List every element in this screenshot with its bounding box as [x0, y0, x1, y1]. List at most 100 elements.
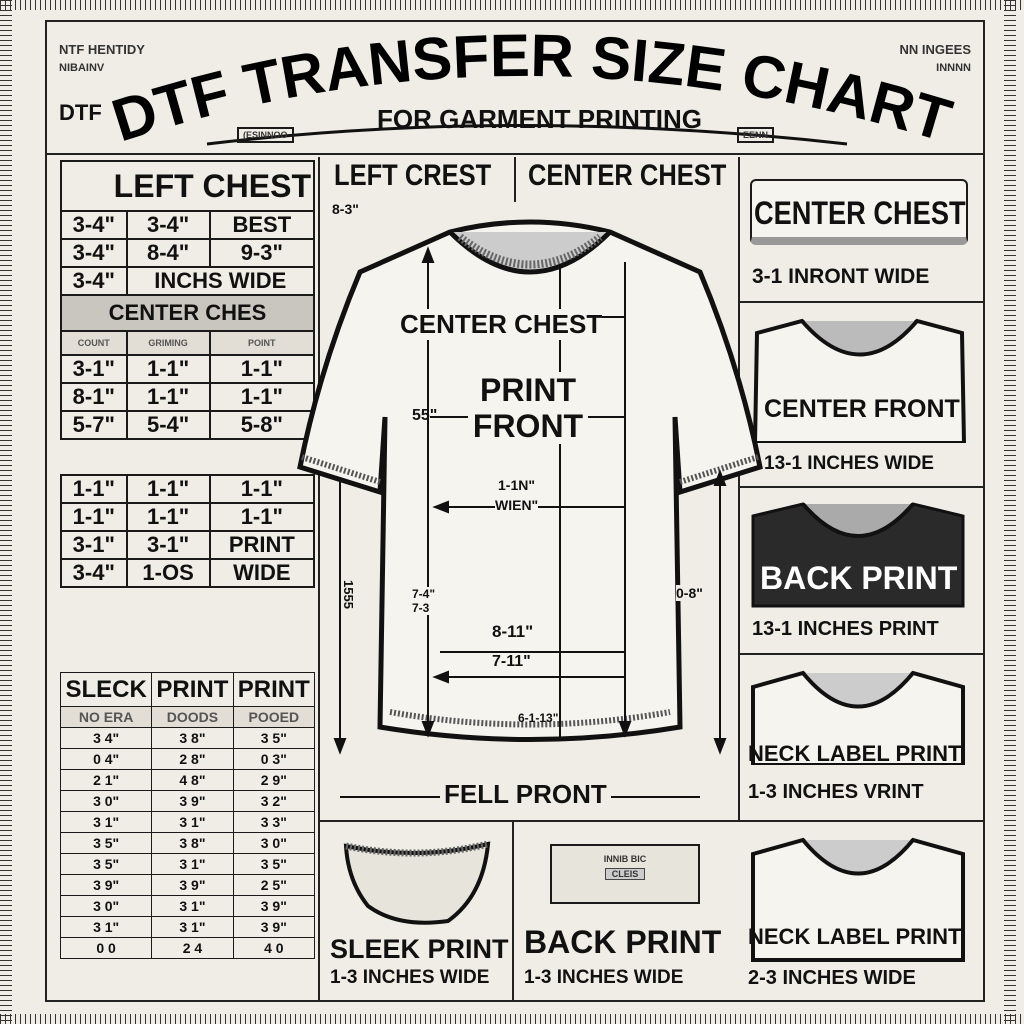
table-cell: 3-1" [60, 530, 128, 560]
table-cell: 3 0" [59, 790, 153, 812]
column-header: SLECK [59, 672, 153, 707]
table-cell: 4 0 [232, 937, 316, 959]
label-center-chest: CENTER CHEST [528, 159, 727, 192]
header-tag-left: (ESINNOO [237, 127, 294, 143]
table-cell: 3 9" [232, 916, 316, 938]
table-cell: 5-4" [125, 410, 211, 440]
right-item-center-chest: CENTER CHEST 3-1 INRONT WIDE [740, 157, 985, 303]
table-cell: 3 5" [232, 853, 316, 875]
table-cell: 3 3" [232, 811, 316, 833]
neck-label-2-title: NECK LABEL PRINT [748, 924, 962, 949]
table-cell: 1-1" [208, 502, 316, 532]
shirt-center-chest-label: CENTER CHEST [400, 309, 603, 340]
table-cell: BEST [208, 210, 316, 240]
table-cell: 3-4" [60, 238, 128, 268]
sub-header: NO ERA [59, 706, 153, 728]
print-front-label: PRINT FRONT [468, 372, 588, 444]
sleeve-icon [343, 840, 491, 925]
table-cell: 3 5" [59, 832, 153, 854]
center-chest-badge [750, 179, 968, 245]
sub-header: POOED [232, 706, 316, 728]
dim-wide-2: WIEN" [495, 497, 539, 513]
shirt-neck-icon [751, 837, 965, 962]
table-cell: 9-3" [208, 238, 316, 268]
table-cell: 8-4" [125, 238, 211, 268]
dim-right: 0-8" [676, 585, 703, 601]
table-cell: 1-1" [208, 382, 316, 412]
back-print-right-size: 13-1 INCHES PRINT [752, 618, 939, 640]
table-cell: 3 4" [59, 727, 153, 749]
bottom-box-back: INNIB BIC CLEIS BACK PRINT 1-3 INCHES WI… [514, 822, 740, 1000]
header-corner-dtf: DTF [59, 100, 102, 125]
dim-side-left: 1555 [340, 580, 356, 609]
table-cell: 3-1" [125, 530, 211, 560]
table-cell: 3 5" [59, 853, 153, 875]
right-item-neck-label-2: NECK LABEL PRINT 2-3 INCHES WIDE [740, 822, 985, 1000]
table-row: 1-1" 1-1" 1-1" [60, 474, 316, 504]
table-cell: PRINT [208, 530, 316, 560]
table-cell: 5-7" [60, 410, 128, 440]
divider [514, 157, 516, 202]
tag-text-2: CLEIS [604, 868, 646, 880]
center-ches-title: CENTER CHES [60, 294, 315, 332]
table-cell: 3 9" [59, 874, 153, 896]
left-chest-title: LEFT CHEST [60, 160, 315, 212]
table-cell: 3 9" [232, 895, 316, 917]
sub-header: GRIMING [125, 330, 211, 356]
ruler-left [0, 0, 12, 1024]
dim-bottom: 6-1-13" [518, 711, 559, 725]
sub-header: DOODS [151, 706, 234, 728]
table-cell: 3 8" [151, 832, 234, 854]
table-cell: 1-1" [208, 474, 316, 504]
page-subtitle: FOR GARMENT PRINTING [377, 104, 702, 134]
table-row: 3 0" 3 1" 3 9" [59, 895, 316, 917]
table-row: 3 9" 3 9" 2 5" [59, 874, 316, 896]
table-row: 1-1" 1-1" 1-1" [60, 502, 316, 532]
table-cell: 1-1" [125, 502, 211, 532]
neck-label-2-size: 2-3 INCHES WIDE [748, 967, 916, 989]
back-print-title: BACK PRINT [524, 924, 722, 960]
table-row: 3 0" 3 9" 3 2" [59, 790, 316, 812]
dim-wide-1: 1-1N" [498, 477, 535, 493]
tag-text-1: INNIB BIC [603, 854, 647, 864]
table-cell: 2 5" [232, 874, 316, 896]
table-cell: 1-1" [208, 354, 316, 384]
sleek-print-title: SLEEK PRINT [330, 934, 509, 964]
table-cell: 3-4" [60, 210, 128, 240]
column-header: PRINT [151, 672, 234, 707]
table-row: 3 5" 3 1" 3 5" [59, 853, 316, 875]
label-left-crest: LEFT CREST [334, 159, 492, 192]
bottom-box-sleek: SLEEK PRINT 1-3 INCHES WIDE [318, 822, 514, 1000]
table-cell: 1-1" [125, 382, 211, 412]
header-garbled-right-2: INNNN [936, 62, 971, 74]
neck-label-size: 1-3 INCHES VRINT [748, 781, 924, 803]
dim-7-11: 7-11" [492, 653, 531, 671]
table-cell: 3 1" [151, 853, 234, 875]
dim-55: 55" [412, 407, 438, 424]
table-cell: 3 1" [59, 811, 153, 833]
table-cell: 1-1" [60, 502, 128, 532]
ruler-bottom [0, 1014, 1024, 1024]
table-row: 5-7" 5-4" 5-8" [60, 410, 316, 440]
dim-mid-left: 7-4" 7-3 [412, 587, 448, 615]
table-cell: 2 9" [232, 769, 316, 791]
ruler-right [1004, 0, 1016, 1024]
full-front-label: FELL PRONT [440, 779, 611, 810]
table-cell: 3 0" [59, 895, 153, 917]
table-cell: 3 1" [151, 895, 234, 917]
back-print-right-title: BACK PRINT [760, 560, 958, 596]
table-row: 3 4" 3 8" 3 5" [59, 727, 316, 749]
right-item-center-front: CENTER FRONT 13-1 INCHES WIDE [740, 303, 985, 488]
chart-frame [45, 20, 985, 1002]
table-cell: 1-1" [125, 354, 211, 384]
table-row: 3-1" 3-1" PRINT [60, 530, 316, 560]
table-cell: 0 4" [59, 748, 153, 770]
table-row: 0 4" 2 8" 0 3" [59, 748, 316, 770]
table-cell: 1-OS [125, 558, 211, 588]
table-cell: 3 1" [151, 811, 234, 833]
table-cell: 4 8" [151, 769, 234, 791]
back-print-size: 1-3 INCHES WIDE [524, 967, 684, 988]
center-chest-title: CENTER CHEST [754, 195, 966, 231]
sleek-print-size: 1-3 INCHES WIDE [330, 967, 490, 988]
